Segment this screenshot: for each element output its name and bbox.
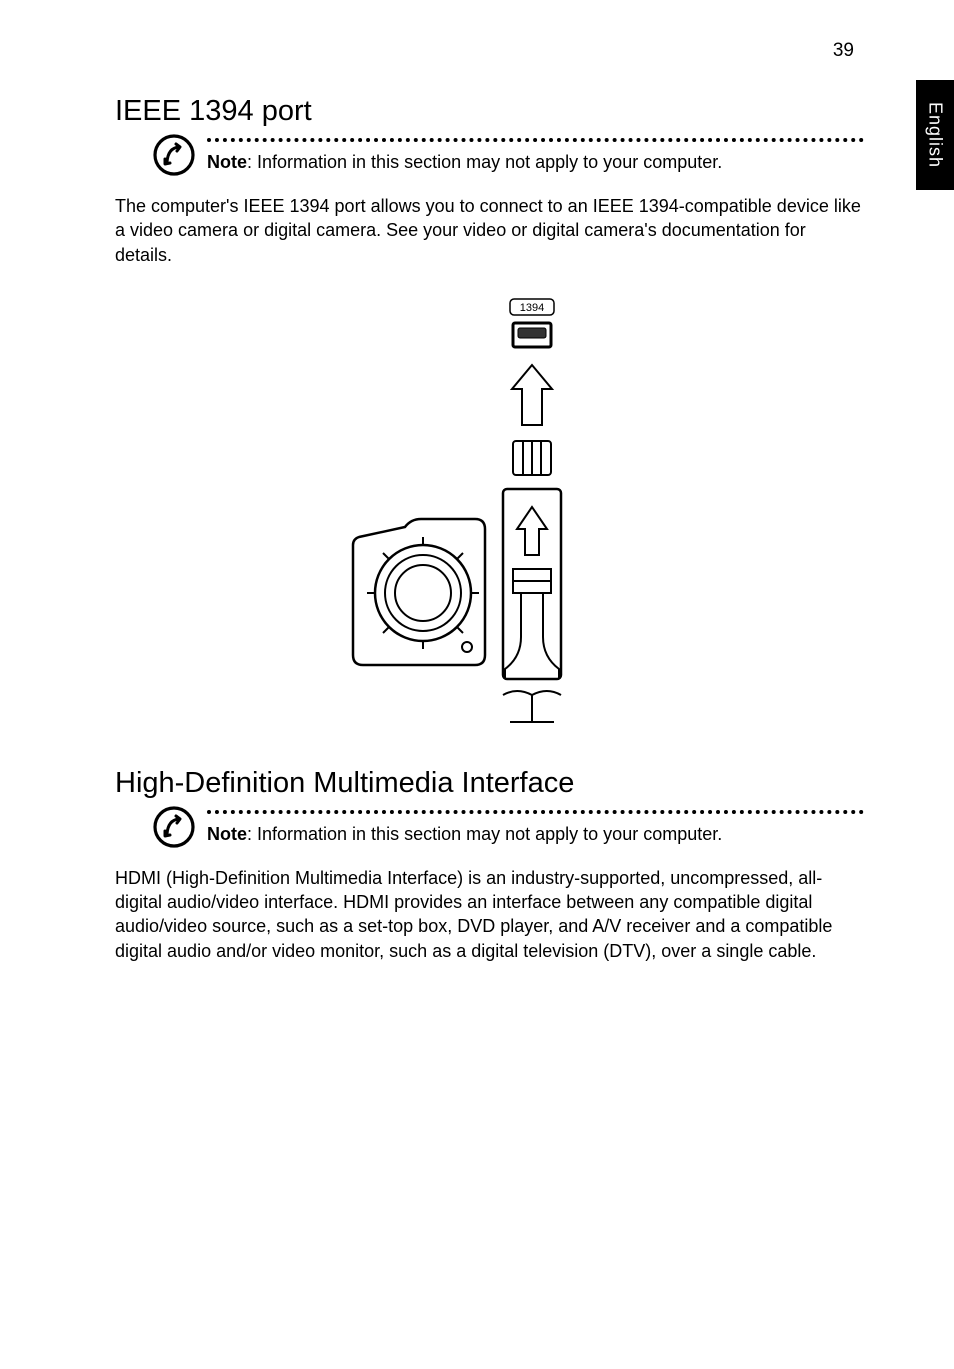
- note-body: : Information in this section may not ap…: [247, 824, 722, 844]
- ieee1394-diagram: 1394: [115, 297, 864, 732]
- note-text: Note: Information in this section may no…: [207, 152, 864, 173]
- note-label: Note: [207, 824, 247, 844]
- port-label-1394: 1394: [519, 302, 543, 314]
- note-icon: [153, 806, 195, 848]
- note-label: Note: [207, 152, 247, 172]
- note-body: : Information in this section may not ap…: [247, 152, 722, 172]
- note-text: Note: Information in this section may no…: [207, 824, 864, 845]
- page-content: 39 IEEE 1394 port Note: Information in t…: [0, 0, 954, 1053]
- note-divider: [207, 138, 864, 142]
- page-number: 39: [833, 40, 854, 62]
- section2-note: Note: Information in this section may no…: [153, 806, 864, 848]
- section1-note: Note: Information in this section may no…: [153, 134, 864, 176]
- section1-body: The computer's IEEE 1394 port allows you…: [115, 194, 864, 267]
- note-content: Note: Information in this section may no…: [207, 134, 864, 173]
- note-divider: [207, 810, 864, 814]
- section1-heading: IEEE 1394 port: [115, 95, 864, 128]
- note-icon: [153, 134, 195, 176]
- note-content: Note: Information in this section may no…: [207, 806, 864, 845]
- section2-body: HDMI (High-Definition Multimedia Interfa…: [115, 866, 864, 963]
- section2-heading: High-Definition Multimedia Interface: [115, 767, 864, 800]
